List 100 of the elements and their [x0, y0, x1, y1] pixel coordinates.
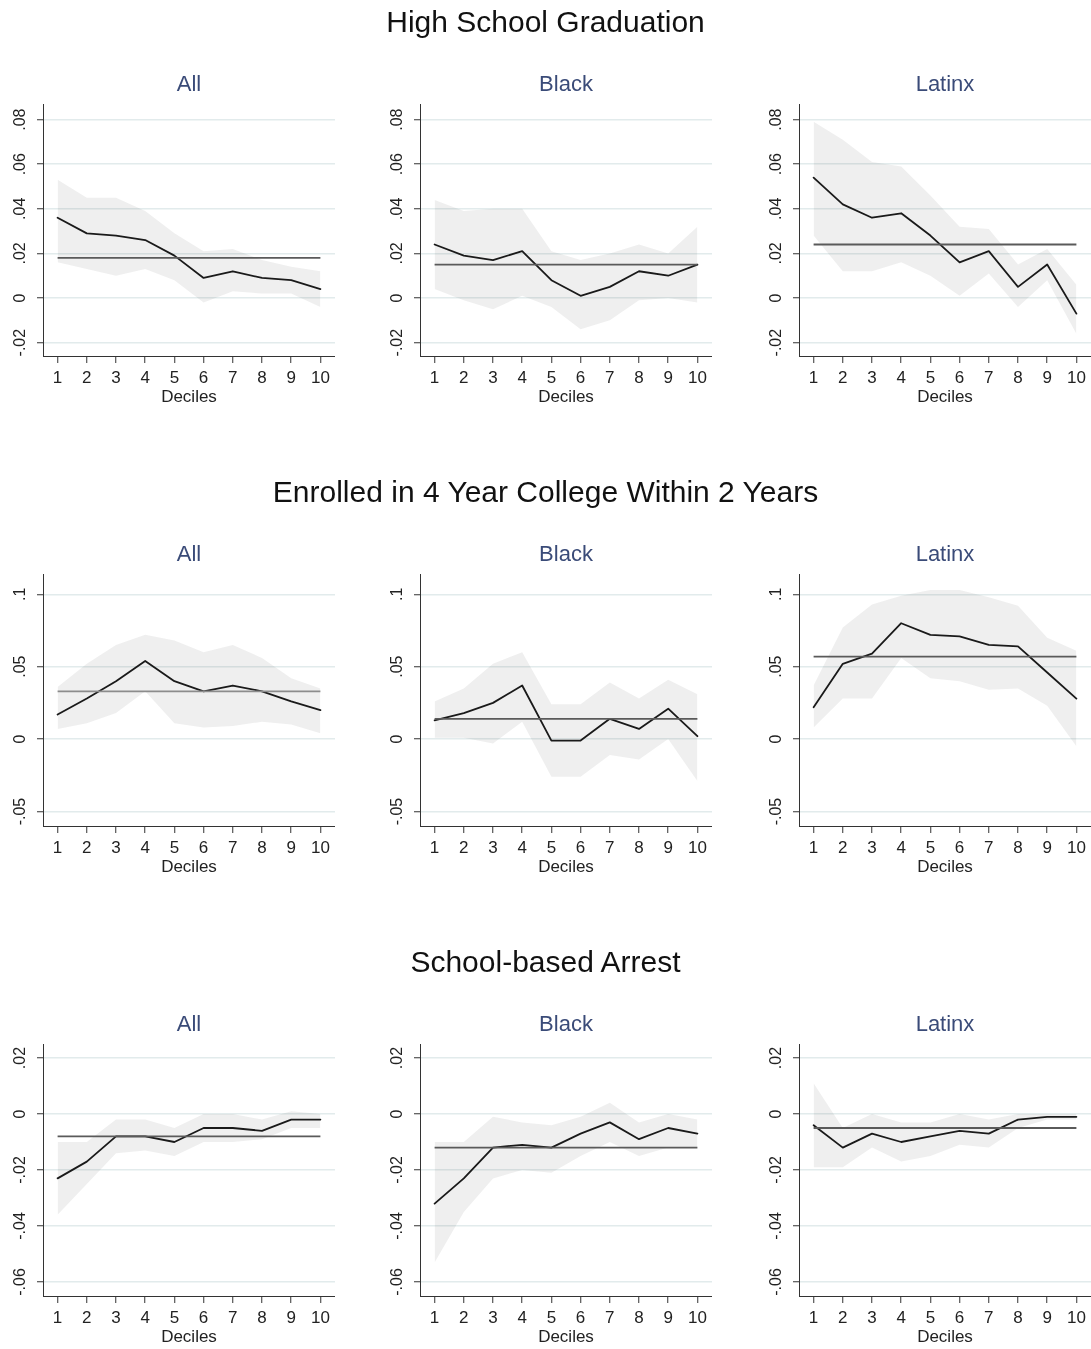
y-tick-label: -.02 — [388, 1156, 406, 1184]
x-tick-label: 7 — [984, 367, 994, 387]
x-tick-label: 7 — [228, 367, 238, 387]
x-tick-label: 9 — [1042, 1307, 1052, 1327]
x-tick-label: 2 — [82, 837, 92, 857]
x-tick-label: 4 — [517, 367, 527, 387]
y-tick-label: .06 — [767, 152, 785, 176]
y-tick-label: 0 — [767, 734, 785, 744]
x-tick-label: 7 — [228, 1307, 238, 1327]
y-tick-label: .04 — [388, 197, 406, 220]
y-tick-label: -.02 — [388, 328, 406, 357]
x-tick-label: 8 — [257, 367, 267, 387]
x-tick-label: 1 — [429, 367, 440, 387]
x-tick-label: 3 — [867, 837, 877, 857]
x-tick-label: 2 — [838, 367, 848, 387]
y-tick-label: .04 — [11, 197, 29, 220]
x-tick-label: 1 — [429, 837, 440, 857]
x-tick-label: 1 — [808, 837, 819, 857]
y-tick-label: .02 — [388, 242, 406, 265]
x-tick-label: 3 — [488, 1307, 498, 1327]
chart-title: High School Graduation — [385, 5, 706, 39]
x-tick-label: 5 — [546, 1307, 557, 1327]
y-tick-label: .1 — [11, 587, 29, 601]
y-tick-label: 0 — [767, 293, 785, 303]
y-tick-label: .05 — [388, 655, 406, 678]
x-tick-label: 3 — [867, 1307, 877, 1327]
x-tick-label: 3 — [111, 367, 121, 387]
x-tick-label: 5 — [925, 367, 936, 387]
chart-subtitle: Black — [538, 541, 594, 567]
y-tick-label: .08 — [767, 108, 785, 131]
y-tick-label: -.02 — [767, 1156, 785, 1184]
x-tick-label: 1 — [52, 1307, 63, 1327]
y-tick-label: -.02 — [11, 328, 29, 357]
x-tick-label: 10 — [310, 1307, 330, 1327]
y-tick-label: .08 — [11, 108, 29, 131]
y-tick-label: -.04 — [11, 1212, 29, 1240]
y-tick-label: .06 — [11, 152, 29, 176]
x-axis-title: Deciles — [917, 387, 973, 407]
chart-subtitle: Black — [538, 71, 594, 97]
chart-subtitle: Latinx — [914, 1011, 976, 1037]
y-tick-label: 0 — [11, 734, 29, 744]
y-tick-label: -.04 — [388, 1212, 406, 1240]
x-tick-label: 1 — [808, 367, 819, 387]
x-tick-label: 9 — [286, 837, 296, 857]
x-tick-label: 2 — [838, 837, 848, 857]
x-axis-title: Deciles — [917, 857, 973, 877]
x-tick-label: 6 — [954, 837, 965, 857]
chart-subtitle: Latinx — [914, 541, 976, 567]
x-tick-label: 6 — [575, 367, 586, 387]
y-tick-label: .06 — [388, 152, 406, 176]
x-tick-label: 6 — [198, 367, 209, 387]
x-tick-label: 7 — [605, 367, 615, 387]
x-tick-label: 1 — [429, 1307, 440, 1327]
y-tick-label: 0 — [388, 1109, 406, 1119]
x-tick-label: 4 — [896, 837, 906, 857]
x-tick-label: 7 — [228, 837, 238, 857]
chart-subtitle: All — [175, 71, 203, 97]
x-tick-label: 2 — [82, 1307, 92, 1327]
x-tick-label: 8 — [634, 837, 644, 857]
x-tick-label: 8 — [634, 367, 644, 387]
x-tick-label: 2 — [459, 837, 469, 857]
y-tick-label: 0 — [767, 1109, 785, 1119]
x-tick-label: 4 — [140, 367, 150, 387]
x-tick-label: 8 — [257, 1307, 267, 1327]
x-tick-label: 1 — [52, 367, 63, 387]
x-tick-label: 6 — [198, 837, 209, 857]
x-tick-label: 3 — [488, 837, 498, 857]
chart-subtitle: All — [175, 1011, 203, 1037]
y-tick-label: -.06 — [11, 1268, 29, 1296]
x-tick-label: 10 — [687, 367, 707, 387]
x-tick-label: 5 — [925, 837, 936, 857]
x-tick-label: 9 — [1042, 367, 1052, 387]
x-tick-label: 10 — [1066, 837, 1086, 857]
x-axis-title: Deciles — [917, 1327, 973, 1347]
y-tick-label: .02 — [11, 1046, 29, 1070]
x-tick-label: 9 — [286, 1307, 296, 1327]
x-tick-label: 6 — [575, 837, 586, 857]
x-tick-label: 8 — [634, 1307, 644, 1327]
x-tick-label: 7 — [605, 837, 615, 857]
x-tick-label: 7 — [984, 837, 994, 857]
y-tick-label: .02 — [767, 1046, 785, 1070]
y-tick-label: .02 — [767, 242, 785, 265]
y-tick-label: .05 — [767, 655, 785, 678]
x-tick-label: 10 — [687, 1307, 707, 1327]
x-tick-label: 6 — [198, 1307, 209, 1327]
x-axis-title: Deciles — [161, 387, 217, 407]
chart-subtitle: Black — [538, 1011, 594, 1037]
x-tick-label: 3 — [111, 1307, 121, 1327]
x-tick-label: 4 — [517, 837, 527, 857]
x-tick-label: 5 — [169, 837, 180, 857]
x-tick-label: 10 — [687, 837, 707, 857]
x-tick-label: 4 — [140, 1307, 150, 1327]
x-tick-label: 5 — [169, 367, 180, 387]
x-tick-label: 6 — [954, 367, 965, 387]
x-tick-label: 9 — [663, 837, 673, 857]
y-tick-label: -.06 — [767, 1268, 785, 1296]
x-tick-label: 3 — [488, 367, 498, 387]
y-tick-label: .02 — [388, 1046, 406, 1070]
x-tick-label: 9 — [663, 1307, 673, 1327]
y-tick-label: .08 — [388, 108, 406, 131]
